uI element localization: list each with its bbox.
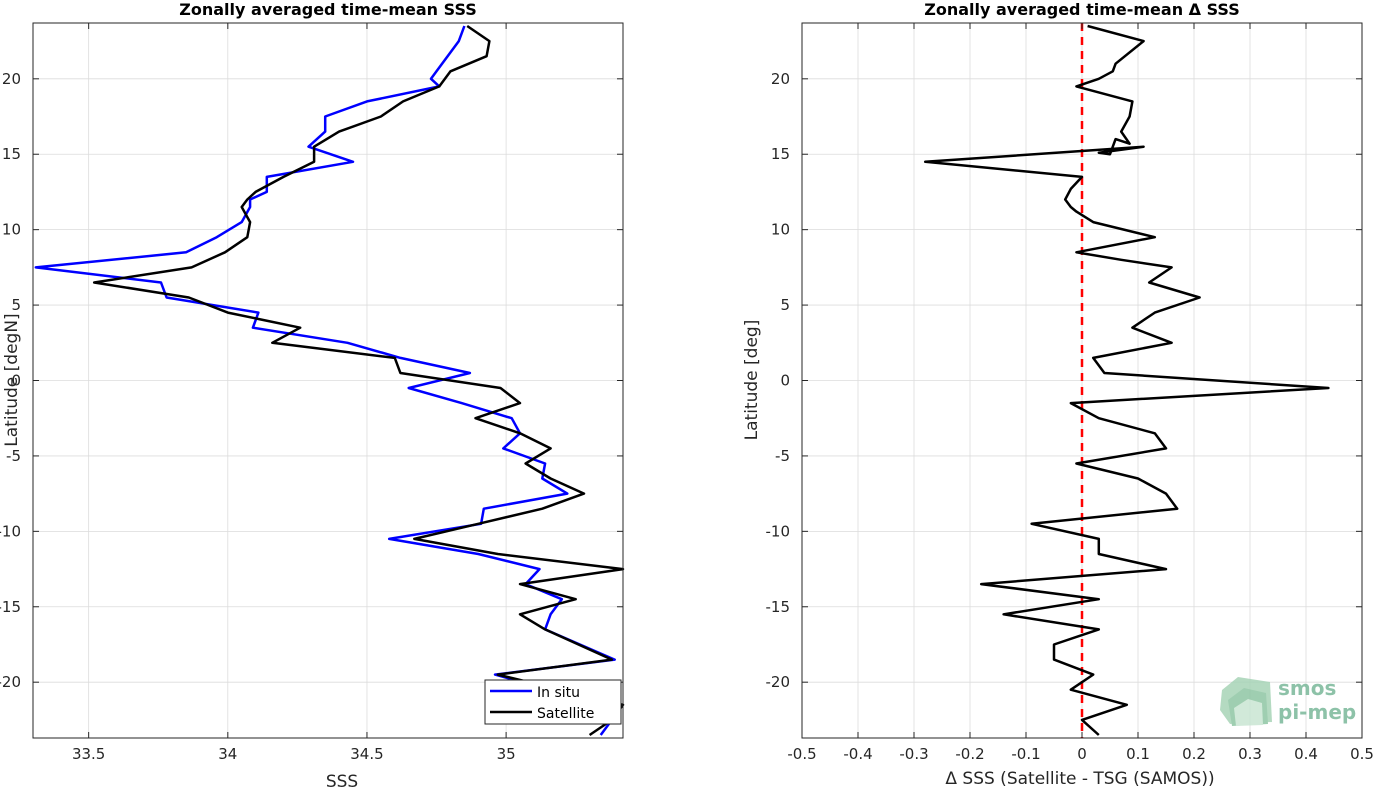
right-x-tick-label: 0.1 xyxy=(1126,745,1150,763)
logo-text-smos: smos xyxy=(1278,676,1336,700)
left-y-axis-label: Latitude [degN] xyxy=(2,313,22,446)
right-y-tick-label: -10 xyxy=(766,522,791,540)
right-x-axis-label: Δ SSS (Satellite - TSG (SAMOS)) xyxy=(945,769,1214,789)
left-x-tick-label: 34 xyxy=(218,745,237,763)
left-y-tick-label: -10 xyxy=(0,522,21,540)
right-y-tick-label: 20 xyxy=(771,70,790,88)
legend: In situ Satellite xyxy=(484,679,622,725)
right-x-tick-label: 0.2 xyxy=(1182,745,1206,763)
right-x-tick-label: 0.3 xyxy=(1238,745,1262,763)
left-x-tick-label: 35 xyxy=(497,745,516,763)
smos-pi-mep-logo: smos pi-mep xyxy=(1220,676,1356,726)
right-x-tick-label: -0.1 xyxy=(1011,745,1040,763)
right-x-tick-label: -0.2 xyxy=(955,745,984,763)
left-y-tick-label: -20 xyxy=(0,673,21,691)
logo-text-pi-mep: pi-mep xyxy=(1278,700,1356,724)
legend-label-satellite: Satellite xyxy=(537,706,594,722)
right-x-tick-label: -0.5 xyxy=(787,745,816,763)
logo-shape-front xyxy=(1234,699,1263,726)
right-x-tick-label: 0 xyxy=(1077,745,1087,763)
left-panel: 33.5 34 34.5 35 20 15 10 5 0 -5 -10 -15 -20 Zonally… xyxy=(0,0,625,789)
left-y-tick-label: 20 xyxy=(2,70,21,88)
right-y-tick-label: 5 xyxy=(780,296,790,314)
right-x-tick-label: -0.3 xyxy=(899,745,928,763)
left-y-tick-label: -15 xyxy=(0,598,21,616)
left-y-tick-label: -5 xyxy=(6,447,21,465)
right-y-ticks: 20 15 10 5 0 -5 -10 -15 -20 xyxy=(766,70,1362,691)
right-x-tick-label: 0.5 xyxy=(1350,745,1374,763)
left-y-ticks: 20 15 10 5 0 -5 -10 -15 -20 xyxy=(0,70,623,691)
left-y-tick-label: 5 xyxy=(11,296,21,314)
right-y-tick-label: -20 xyxy=(766,673,791,691)
right-y-tick-label: 15 xyxy=(771,145,790,163)
right-y-tick-label: 10 xyxy=(771,221,790,239)
right-chart-title: Zonally averaged time-mean Δ SSS xyxy=(924,0,1240,19)
legend-label-in-situ: In situ xyxy=(537,685,580,701)
left-y-tick-label: 0 xyxy=(11,372,21,390)
left-x-ticks: 33.5 34 34.5 35 xyxy=(72,23,516,763)
right-y-tick-label: -5 xyxy=(775,447,790,465)
legend-box xyxy=(484,679,622,725)
right-x-tick-label: -0.4 xyxy=(843,745,872,763)
left-series-line-satellite xyxy=(92,24,625,737)
left-y-tick-label: 15 xyxy=(2,145,21,163)
right-panel: -0.5 -0.4 -0.3 -0.2 -0.1 0 0.1 0.2 0.3 0.4 0.5 20 1… xyxy=(742,0,1374,789)
left-chart-title: Zonally averaged time-mean SSS xyxy=(179,0,477,19)
right-y-tick-label: 0 xyxy=(780,372,790,390)
left-x-tick-label: 33.5 xyxy=(72,745,105,763)
left-x-tick-label: 34.5 xyxy=(350,745,383,763)
right-x-tick-label: 0.4 xyxy=(1294,745,1318,763)
left-series xyxy=(34,24,625,737)
right-y-tick-label: -15 xyxy=(766,598,791,616)
right-y-axis-label: Latitude [deg] xyxy=(742,320,762,441)
left-x-axis-label: SSS xyxy=(326,772,358,789)
right-series xyxy=(923,24,1330,736)
right-x-ticks: -0.5 -0.4 -0.3 -0.2 -0.1 0 0.1 0.2 0.3 0.4 0.5 xyxy=(787,23,1374,763)
right-series-line-0 xyxy=(923,24,1330,736)
left-y-tick-label: 10 xyxy=(2,221,21,239)
